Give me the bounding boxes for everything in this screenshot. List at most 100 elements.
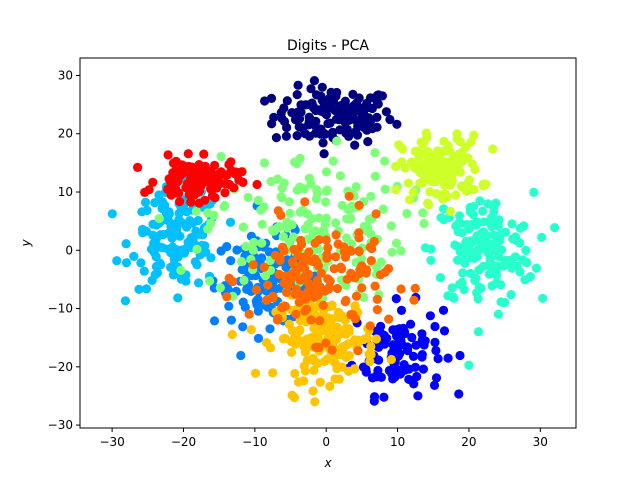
data-point bbox=[464, 175, 474, 185]
data-point bbox=[369, 396, 379, 406]
data-point bbox=[332, 136, 342, 146]
data-point bbox=[194, 278, 204, 288]
data-point bbox=[439, 326, 450, 336]
data-point bbox=[413, 391, 423, 401]
data-point bbox=[287, 325, 297, 335]
data-point bbox=[294, 114, 305, 124]
data-point bbox=[192, 260, 202, 270]
data-point bbox=[331, 252, 341, 262]
data-point bbox=[412, 371, 422, 382]
data-point bbox=[531, 263, 542, 273]
data-point bbox=[410, 283, 420, 293]
x-tick-label: 30 bbox=[533, 435, 548, 449]
data-point bbox=[292, 185, 302, 195]
data-point bbox=[176, 164, 186, 174]
data-point bbox=[340, 96, 350, 106]
data-point bbox=[423, 198, 433, 208]
y-axis-label: y bbox=[19, 239, 33, 248]
data-point bbox=[406, 319, 416, 329]
data-point bbox=[343, 366, 354, 376]
data-point bbox=[362, 265, 372, 275]
data-point bbox=[493, 221, 503, 231]
data-point bbox=[281, 287, 292, 297]
data-point bbox=[506, 255, 516, 265]
data-point bbox=[474, 243, 484, 253]
data-point bbox=[538, 293, 548, 303]
data-point bbox=[175, 231, 185, 241]
data-point bbox=[336, 310, 346, 320]
data-point bbox=[148, 230, 158, 240]
data-point bbox=[186, 233, 196, 243]
data-point bbox=[311, 194, 321, 204]
data-point bbox=[169, 259, 179, 270]
data-point bbox=[451, 190, 461, 200]
data-point bbox=[253, 195, 263, 205]
data-point bbox=[321, 197, 331, 207]
data-point bbox=[403, 178, 414, 188]
data-point bbox=[417, 329, 427, 339]
data-point bbox=[321, 338, 331, 348]
data-point bbox=[410, 146, 420, 156]
data-point bbox=[475, 196, 485, 206]
data-point bbox=[154, 213, 164, 224]
data-point bbox=[266, 93, 277, 103]
data-point bbox=[420, 336, 430, 346]
data-point bbox=[487, 281, 497, 291]
data-point bbox=[236, 256, 246, 267]
data-point bbox=[352, 98, 362, 108]
data-point bbox=[337, 362, 347, 372]
data-point bbox=[379, 392, 389, 402]
data-point bbox=[371, 334, 381, 344]
data-point bbox=[259, 158, 270, 168]
data-point bbox=[421, 128, 431, 138]
data-point bbox=[146, 244, 157, 254]
x-tick-label: 0 bbox=[322, 435, 330, 449]
data-point bbox=[433, 354, 443, 364]
data-point bbox=[405, 195, 415, 205]
data-point bbox=[309, 365, 319, 375]
data-point bbox=[498, 261, 508, 271]
data-point bbox=[397, 157, 407, 167]
data-point bbox=[409, 379, 419, 389]
data-point bbox=[426, 244, 436, 254]
data-point bbox=[322, 253, 332, 263]
data-point bbox=[243, 192, 253, 202]
data-point bbox=[222, 292, 232, 302]
data-point bbox=[133, 162, 143, 172]
data-point bbox=[496, 297, 506, 307]
data-point bbox=[318, 300, 328, 310]
data-point bbox=[483, 199, 493, 209]
x-axis: −30 −20 −10 0 10 20 30 bbox=[99, 428, 548, 449]
y-tick-label: 30 bbox=[58, 68, 73, 82]
data-point bbox=[290, 289, 300, 299]
data-point bbox=[134, 284, 144, 294]
data-point bbox=[316, 268, 326, 278]
data-point bbox=[344, 191, 354, 201]
data-point bbox=[312, 282, 322, 293]
data-point bbox=[525, 272, 536, 282]
data-point bbox=[253, 333, 264, 343]
data-point bbox=[328, 156, 338, 166]
data-point bbox=[329, 355, 339, 366]
x-tick-label: −10 bbox=[242, 435, 267, 449]
data-point bbox=[236, 350, 246, 361]
data-point bbox=[342, 124, 352, 134]
data-point bbox=[241, 241, 251, 252]
data-point bbox=[186, 170, 196, 180]
data-point bbox=[439, 163, 449, 173]
data-point bbox=[225, 217, 236, 227]
data-point bbox=[325, 381, 335, 391]
data-point bbox=[362, 333, 372, 343]
data-point bbox=[227, 329, 237, 340]
data-point bbox=[275, 255, 285, 265]
data-point bbox=[312, 275, 322, 286]
plot-frame bbox=[79, 57, 577, 429]
data-point bbox=[469, 130, 479, 140]
data-point bbox=[121, 239, 131, 249]
data-point bbox=[268, 293, 278, 303]
data-point bbox=[491, 198, 501, 208]
points-layer bbox=[107, 76, 560, 407]
data-point bbox=[335, 171, 345, 181]
data-point bbox=[466, 236, 476, 246]
data-point bbox=[199, 149, 209, 159]
